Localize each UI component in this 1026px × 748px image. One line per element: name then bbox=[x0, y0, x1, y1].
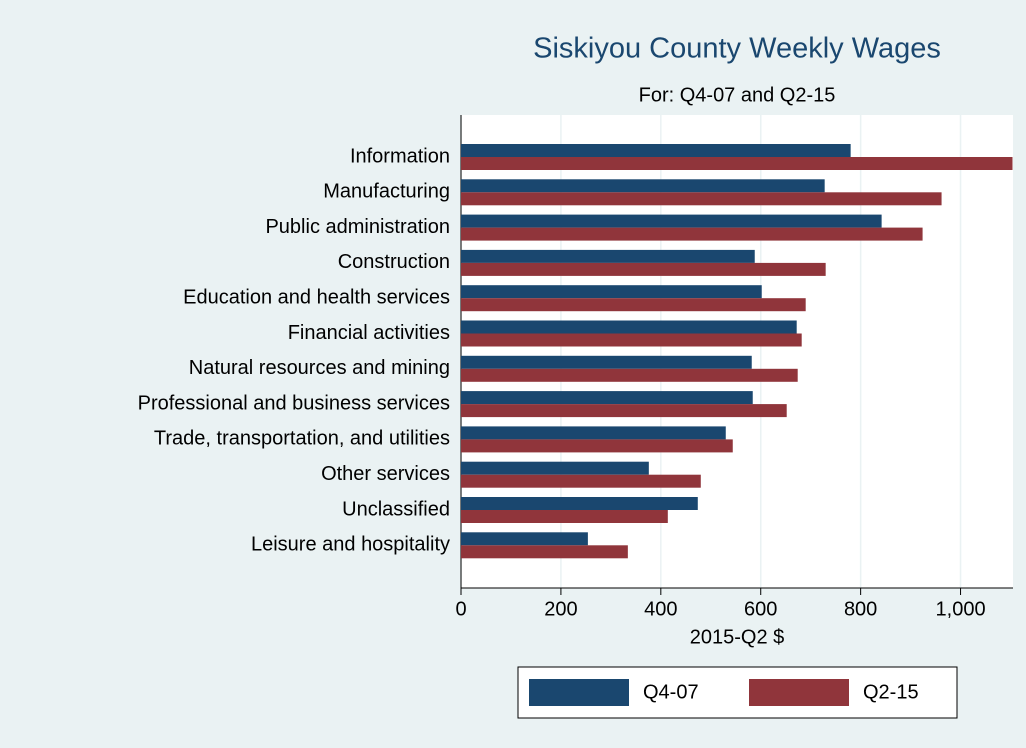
y-tick-label: Other services bbox=[321, 463, 450, 485]
y-tick-label: Professional and business services bbox=[138, 392, 450, 414]
bar bbox=[461, 262, 826, 276]
legend-swatch bbox=[749, 679, 849, 706]
y-tick-label: Financial activities bbox=[288, 322, 450, 344]
bar bbox=[461, 227, 923, 241]
bar bbox=[461, 214, 882, 228]
y-tick-label: Trade, transportation, and utilities bbox=[154, 428, 450, 450]
bar bbox=[461, 404, 787, 418]
bar bbox=[461, 368, 798, 382]
bar bbox=[461, 474, 701, 488]
legend-label: Q2-15 bbox=[863, 681, 919, 703]
x-tick-label: 1,000 bbox=[936, 598, 986, 620]
bar bbox=[461, 532, 588, 546]
y-tick-label: Information bbox=[350, 145, 450, 167]
x-tick-label: 0 bbox=[455, 598, 466, 620]
bar bbox=[461, 298, 806, 312]
bar bbox=[461, 391, 753, 405]
x-tick-label: 200 bbox=[544, 598, 577, 620]
x-tick-label: 400 bbox=[644, 598, 677, 620]
x-tick-label: 600 bbox=[744, 598, 777, 620]
bar bbox=[461, 179, 825, 193]
bar bbox=[461, 285, 762, 299]
legend-label: Q4-07 bbox=[643, 681, 699, 703]
y-tick-label: Natural resources and mining bbox=[189, 357, 450, 379]
bar bbox=[461, 426, 726, 440]
y-tick-label: Education and health services bbox=[183, 286, 450, 308]
bar bbox=[461, 439, 733, 453]
bar bbox=[461, 461, 649, 475]
bar bbox=[461, 355, 752, 369]
bar bbox=[461, 510, 668, 523]
bar bbox=[461, 157, 1013, 170]
bar bbox=[461, 320, 797, 334]
bar bbox=[461, 545, 628, 559]
y-tick-label: Unclassified bbox=[342, 498, 450, 520]
y-tick-label: Leisure and hospitality bbox=[251, 534, 450, 556]
y-tick-label: Manufacturing bbox=[323, 181, 450, 203]
chart-subtitle: For: Q4-07 and Q2-15 bbox=[639, 84, 836, 106]
y-tick-label: Construction bbox=[338, 251, 450, 273]
chart-title: Siskiyou County Weekly Wages bbox=[533, 33, 941, 65]
bar bbox=[461, 497, 698, 510]
x-axis-title: 2015-Q2 $ bbox=[690, 626, 785, 648]
y-tick-label: Public administration bbox=[265, 216, 450, 238]
bar bbox=[461, 249, 755, 263]
legend-swatch bbox=[529, 679, 629, 706]
bar bbox=[461, 333, 802, 347]
bar bbox=[461, 144, 851, 157]
x-tick-label: 800 bbox=[844, 598, 877, 620]
bar bbox=[461, 192, 942, 206]
